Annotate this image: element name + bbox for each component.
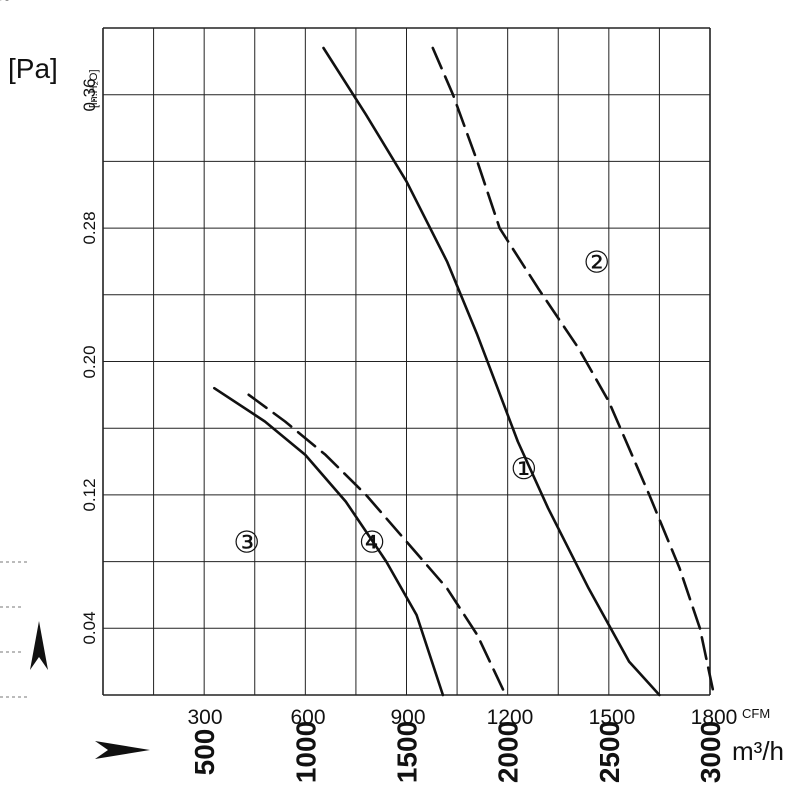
m3h-tick-label: 1000 xyxy=(290,721,321,783)
cfm-tick-label: 1800 xyxy=(691,706,738,729)
curve-1 xyxy=(322,46,661,697)
curve-label-4: ④ xyxy=(359,527,386,560)
cfm-unit-label: CFM xyxy=(742,706,770,721)
curve-2 xyxy=(431,46,716,697)
left-leader-ticks xyxy=(0,561,28,698)
inh2o-tick-label: 0.36 xyxy=(80,78,99,111)
curve-label-2: ② xyxy=(583,246,610,279)
cfm-tick-label: 600 xyxy=(290,706,325,729)
inh2o-tick-label: 0.28 xyxy=(80,211,99,244)
pa-tick-label: 20 xyxy=(0,0,14,8)
curve-4 xyxy=(247,393,507,697)
up-arrow-icon xyxy=(30,621,48,670)
inh2o-unit-label: [in.H₂O] xyxy=(88,70,100,109)
pa-tick-label: 40 xyxy=(0,0,14,8)
pa-tick-label: 0 xyxy=(0,0,7,8)
grid xyxy=(102,27,711,696)
curve-label-1: ① xyxy=(510,453,537,486)
curve-label-3: ③ xyxy=(233,527,260,560)
pa-tick-label: 60 xyxy=(0,0,14,8)
cfm-tick-label: 1500 xyxy=(589,706,636,729)
performance-curves xyxy=(213,46,716,697)
inh2o-tick-label: 0.20 xyxy=(80,345,99,378)
m3h-unit-label: m³/h xyxy=(732,736,784,766)
curve-3 xyxy=(213,386,445,697)
m3h-tick-label: 500 xyxy=(189,729,220,776)
m3h-tick-label: 3000 xyxy=(695,721,726,783)
cfm-tick-label: 900 xyxy=(390,706,425,729)
inh2o-tick-label: 0.04 xyxy=(80,611,99,644)
right-arrow-icon xyxy=(95,741,150,759)
pa-tick-label: 80 xyxy=(0,0,14,8)
cfm-tick-label: 300 xyxy=(187,706,222,729)
m3h-tick-label: 1500 xyxy=(392,721,423,783)
inh2o-tick-label: 0.12 xyxy=(80,478,99,511)
axis-labels: ① ② ③ ④ 020406080 0.04 0.12 0.20 0.28 0.36 300 600 9… xyxy=(0,0,737,783)
m3h-tick-label: 2500 xyxy=(594,721,625,783)
pa-unit-label: [Pa] xyxy=(8,53,58,84)
cfm-tick-label: 1200 xyxy=(487,706,534,729)
m3h-tick-label: 2000 xyxy=(493,721,524,783)
